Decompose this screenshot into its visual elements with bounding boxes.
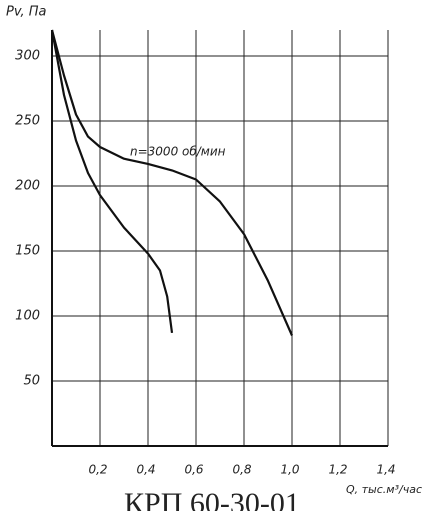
y-tick-label: 300: [15, 49, 40, 64]
y-tick-label: 150: [15, 244, 40, 259]
chart-title: КРП 60-30-01: [124, 487, 300, 511]
x-tick-label: 1,0: [280, 463, 299, 477]
curve: [50, 29, 294, 336]
y-tick-label: 200: [15, 179, 40, 194]
x-tick-label: 0,8: [232, 463, 251, 477]
annotation: n=3000 об/мин: [130, 145, 226, 159]
curve: [50, 29, 174, 334]
x-tick-label: 1,4: [376, 463, 395, 477]
x-tick-label: 0,2: [88, 463, 107, 477]
x-tick-label: 0,4: [136, 463, 155, 477]
x-tick-label: 1,2: [328, 463, 347, 477]
y-axis-label: Pv, Па: [6, 5, 47, 20]
x-axis-label: Q, тыс.м³/час: [346, 483, 422, 496]
y-tick-label: 100: [15, 309, 40, 324]
y-tick-label: 250: [15, 114, 40, 129]
y-tick-label: 50: [23, 374, 40, 389]
x-tick-label: 0,6: [184, 463, 203, 477]
